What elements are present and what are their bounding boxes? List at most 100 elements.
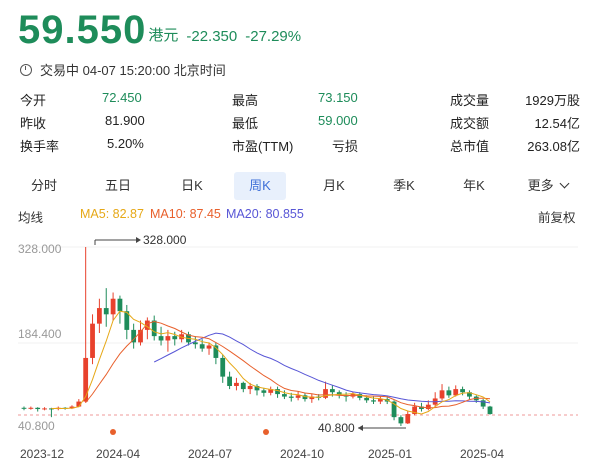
- price-change-percent: -27.29%: [245, 28, 302, 45]
- quote-header: 59.550 港元 -22.350 -27.29%: [18, 8, 301, 52]
- stat-label: 成交额: [450, 116, 490, 131]
- candles: [21, 247, 493, 426]
- candle-body: [364, 397, 370, 401]
- candle-body: [213, 345, 219, 358]
- candle-body: [329, 389, 335, 393]
- candle-body: [288, 396, 294, 398]
- x-label: 2025-01: [368, 447, 412, 461]
- stats-row: 昨收 81.900 最低 59.000 成交额 12.54亿: [20, 113, 580, 136]
- ma20-value: MA20: 80.855: [226, 207, 304, 221]
- stat-value-volume: 1929万股: [525, 93, 580, 108]
- candle-body: [275, 389, 280, 395]
- adjust-mode-button[interactable]: 前复权: [538, 211, 576, 225]
- candle-body: [103, 308, 109, 315]
- tab-weekly-k[interactable]: 周K: [234, 172, 286, 200]
- tab-daily-k[interactable]: 日K: [181, 178, 203, 193]
- candle-body: [371, 400, 376, 402]
- max-callout-arrow: [136, 237, 141, 243]
- min-callout-label: 40.800: [318, 421, 355, 435]
- stat-value-prev-close: 81.900: [105, 113, 145, 128]
- ma-title: 均线: [18, 211, 44, 225]
- stat-value-turnover-rate: 5.20%: [107, 136, 144, 151]
- candle-body: [268, 389, 274, 393]
- stat-value-turnover: 12.54亿: [534, 116, 580, 131]
- tab-five-day[interactable]: 五日: [104, 178, 131, 193]
- candle-body: [158, 336, 164, 341]
- candle-body: [28, 407, 34, 409]
- currency-label: 港元: [148, 27, 179, 44]
- candle-body: [357, 394, 363, 398]
- candle-body: [309, 396, 315, 400]
- candle-body: [391, 401, 397, 418]
- candle-body: [419, 406, 424, 410]
- candle-body: [96, 308, 102, 324]
- ma20-line: [153, 332, 491, 404]
- tab-yearly-k[interactable]: 年K: [463, 178, 485, 193]
- stat-label: 换手率: [20, 139, 60, 154]
- candle-body: [240, 382, 246, 390]
- candle-body: [295, 395, 301, 398]
- stat-label: 总市值: [450, 139, 490, 154]
- candle-body: [144, 320, 150, 330]
- candle-body: [405, 414, 411, 424]
- candle-body: [124, 311, 130, 330]
- ma10-line: [85, 320, 491, 409]
- candle-body: [446, 390, 452, 396]
- stat-label: 昨收: [20, 116, 47, 131]
- stat-value-high: 73.150: [318, 90, 358, 105]
- clock-icon: [20, 63, 32, 76]
- candle-body: [377, 399, 383, 402]
- stats-grid: 今开 72.450 最高 73.150 成交量 1929万股 昨收 81.900…: [20, 90, 580, 159]
- candle-body: [480, 400, 486, 407]
- stat-value-open: 72.450: [102, 90, 142, 105]
- event-marker[interactable]: [110, 429, 116, 435]
- candle-body: [21, 407, 27, 409]
- candle-body: [302, 395, 308, 400]
- current-price: 59.550: [18, 8, 147, 52]
- candle-body: [439, 390, 445, 399]
- candle-body: [192, 342, 198, 345]
- candle-body: [412, 406, 418, 415]
- stat-value-low: 59.000: [318, 113, 358, 128]
- event-marker[interactable]: [263, 429, 269, 435]
- x-label: 2024-10: [280, 447, 324, 461]
- candle-body: [206, 345, 212, 349]
- y-label-mid: 184.400: [18, 327, 62, 341]
- stat-value-pe: 亏损: [332, 139, 359, 154]
- candle-body: [165, 336, 171, 341]
- candle-body: [90, 323, 95, 358]
- stat-label: 市盈(TTM): [232, 139, 294, 154]
- candlestick-chart[interactable]: 328.000 184.400 40.800 328.000 40.800 20…: [0, 225, 594, 472]
- candle-body: [35, 407, 41, 410]
- candle-body: [487, 406, 493, 415]
- candle-body: [254, 385, 260, 391]
- x-label: 2024-04: [96, 447, 140, 461]
- stat-value-market-cap: 263.08亿: [527, 139, 580, 154]
- x-label: 2023-12: [20, 447, 64, 461]
- candle-body: [220, 357, 226, 377]
- chevron-down-icon: [559, 178, 570, 189]
- price-change: -22.350: [186, 28, 238, 45]
- candle-body: [398, 417, 404, 424]
- candle-body: [117, 298, 123, 312]
- candle-body: [227, 376, 232, 386]
- tab-more-label: 更多: [527, 178, 554, 193]
- trading-status-text: 交易中 04-07 15:20:00 北京时间: [40, 63, 226, 78]
- stat-label: 今开: [20, 93, 47, 108]
- tab-more[interactable]: 更多: [518, 172, 578, 200]
- candle-body: [234, 382, 239, 386]
- x-label: 2024-07: [188, 447, 232, 461]
- candle-body: [199, 344, 205, 349]
- ma10-value: MA10: 87.45: [150, 207, 221, 221]
- tab-quarterly-k[interactable]: 季K: [393, 178, 415, 193]
- candle-body: [247, 385, 253, 390]
- stat-label: 成交量: [450, 93, 490, 108]
- tab-monthly-k[interactable]: 月K: [323, 178, 345, 193]
- candle-body: [460, 389, 465, 393]
- candle-body: [131, 329, 137, 343]
- stats-row: 今开 72.450 最高 73.150 成交量 1929万股: [20, 90, 580, 113]
- tab-intraday[interactable]: 分时: [30, 178, 57, 193]
- candle-body: [425, 404, 431, 410]
- ma5-value: MA5: 82.87: [80, 207, 144, 221]
- trading-status: 交易中 04-07 15:20:00 北京时间: [20, 60, 226, 79]
